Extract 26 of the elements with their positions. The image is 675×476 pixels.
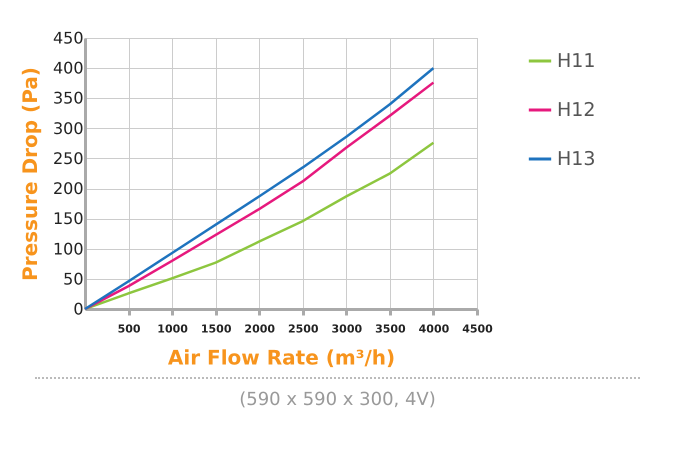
y-tick-label: 50 — [63, 269, 84, 288]
y-tick-label: 250 — [52, 148, 84, 168]
legend-label: H12 — [557, 99, 596, 121]
x-tick-label: 1500 — [200, 322, 232, 336]
x-tick-label: 3500 — [375, 322, 406, 336]
x-tick-label: 3000 — [332, 322, 362, 336]
text: (590 x 590 x 300, 4V) — [35, 377, 640, 410]
x-axis-title: Air Flow Rate (m³/h) — [168, 346, 396, 370]
y-tick-label: 350 — [52, 88, 84, 108]
x-tick-label: 2500 — [288, 322, 319, 336]
y-tick-label: 300 — [52, 118, 84, 138]
y-axis-title: Pressure Drop (Pa) — [18, 67, 42, 281]
line-series — [84, 142, 435, 310]
x-tick-label: 4000 — [418, 322, 450, 336]
y-tick-label: 400 — [52, 58, 84, 78]
x-tick-label: 4500 — [462, 322, 494, 336]
y-tick-label: 450 — [52, 28, 84, 48]
x-tick-label: 2000 — [244, 322, 276, 336]
legend-label: H13 — [557, 148, 596, 170]
y-tick-label: 0 — [73, 300, 84, 318]
legend-label: H11 — [557, 50, 596, 72]
x-tick-label: 500 — [118, 322, 141, 336]
y-tick-label: 100 — [52, 239, 84, 258]
y-tick-label: 150 — [52, 209, 84, 228]
x-tick-label: 1000 — [157, 322, 188, 336]
y-tick-label: 200 — [52, 179, 84, 198]
